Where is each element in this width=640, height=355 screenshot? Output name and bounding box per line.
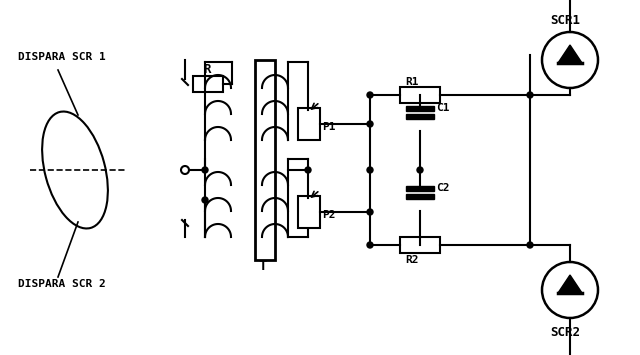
FancyBboxPatch shape <box>193 76 223 92</box>
Text: DISPARA SCR 1: DISPARA SCR 1 <box>18 52 106 62</box>
Text: P1: P1 <box>322 122 335 132</box>
FancyBboxPatch shape <box>406 114 434 119</box>
FancyBboxPatch shape <box>400 237 440 253</box>
FancyBboxPatch shape <box>400 87 440 103</box>
FancyBboxPatch shape <box>406 106 434 111</box>
Text: C1: C1 <box>436 103 449 113</box>
Circle shape <box>367 209 373 215</box>
FancyBboxPatch shape <box>406 194 434 199</box>
FancyBboxPatch shape <box>255 60 275 260</box>
Polygon shape <box>558 45 582 63</box>
Text: SCR2: SCR2 <box>550 326 580 339</box>
Circle shape <box>305 167 311 173</box>
Circle shape <box>367 92 373 98</box>
Circle shape <box>367 242 373 248</box>
Text: R1: R1 <box>405 77 419 87</box>
Circle shape <box>417 242 423 248</box>
Circle shape <box>367 121 373 127</box>
Circle shape <box>417 167 423 173</box>
FancyBboxPatch shape <box>298 196 320 228</box>
Polygon shape <box>558 275 582 293</box>
Ellipse shape <box>42 111 108 229</box>
Circle shape <box>527 92 533 98</box>
Circle shape <box>367 167 373 173</box>
Circle shape <box>181 166 189 174</box>
Text: C2: C2 <box>436 183 449 193</box>
Text: DISPARA SCR 2: DISPARA SCR 2 <box>18 279 106 289</box>
Circle shape <box>202 167 208 173</box>
Text: R2: R2 <box>405 255 419 265</box>
Text: T: T <box>259 259 267 273</box>
Circle shape <box>202 197 208 203</box>
FancyBboxPatch shape <box>406 186 434 191</box>
Text: R: R <box>203 63 211 76</box>
Circle shape <box>527 242 533 248</box>
Circle shape <box>542 262 598 318</box>
Circle shape <box>542 32 598 88</box>
Text: SCR1: SCR1 <box>550 14 580 27</box>
FancyBboxPatch shape <box>298 108 320 140</box>
Text: P2: P2 <box>322 210 335 220</box>
